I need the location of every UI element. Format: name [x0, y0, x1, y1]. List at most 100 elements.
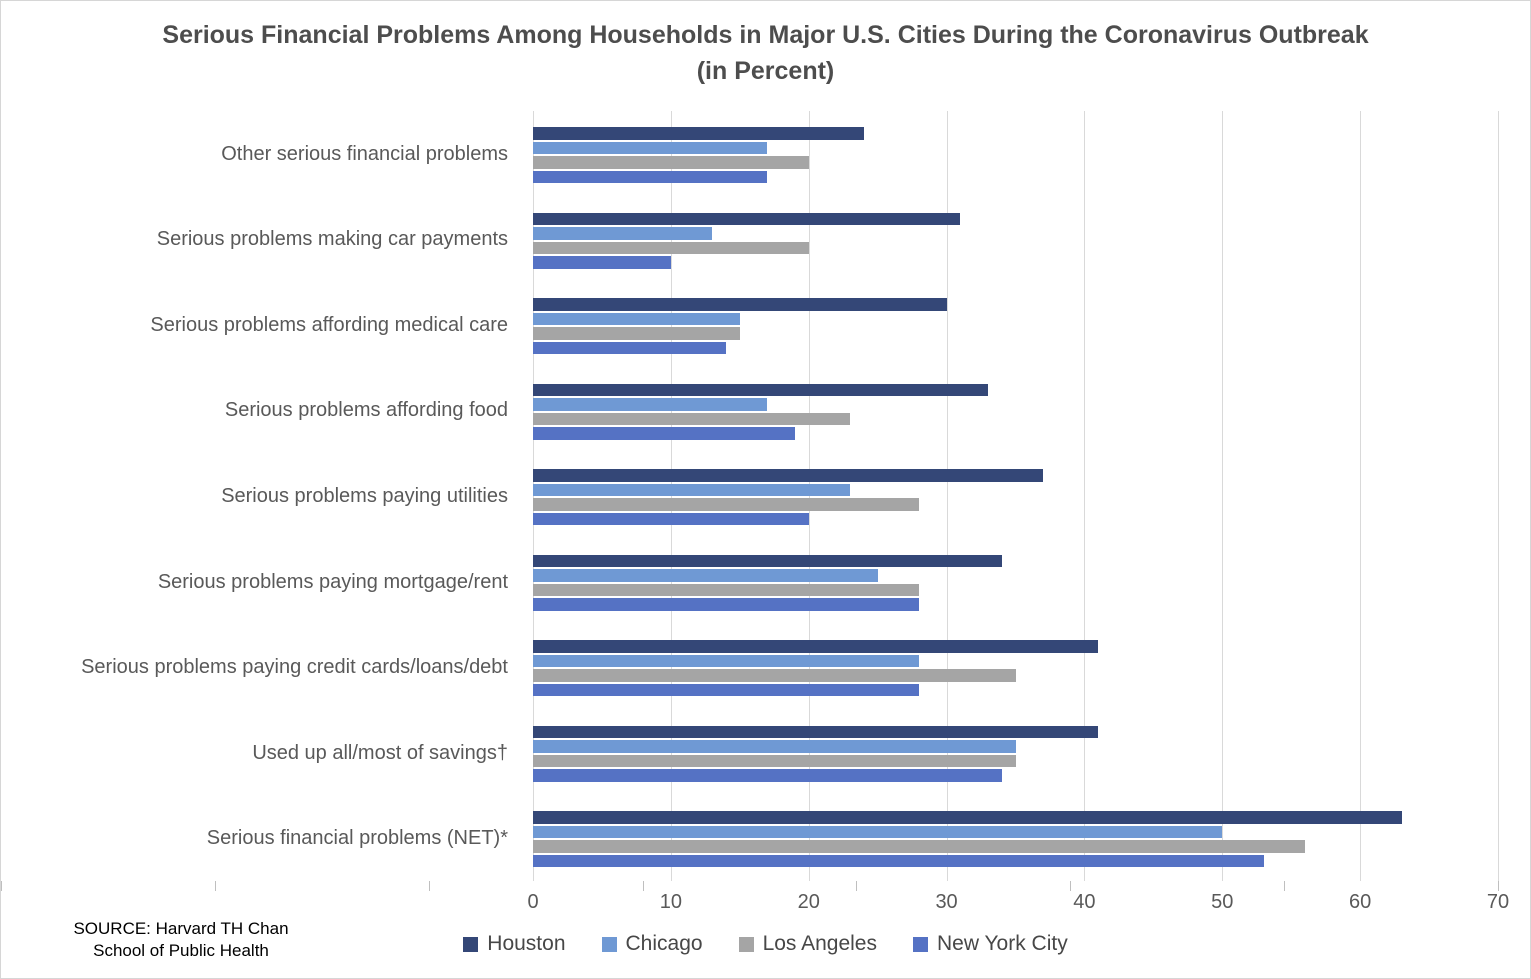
bar-los-angeles	[533, 498, 919, 511]
bar-houston	[533, 212, 961, 226]
legend-item-houston: Houston	[463, 932, 566, 956]
category-label: Serious problems paying credit cards/loa…	[81, 656, 508, 679]
category-label: Serious problems paying mortgage/rent	[157, 570, 508, 593]
category-label: Serious financial problems (NET)*	[206, 827, 508, 850]
tickmark-50	[1070, 881, 1072, 891]
bar-houston	[533, 554, 1002, 568]
gridline-60	[1360, 111, 1362, 881]
x-axis-label-60: 60	[1349, 891, 1372, 913]
category-bars	[533, 453, 1498, 539]
bar-new-york-city	[533, 769, 1002, 782]
gridline-30	[946, 111, 948, 881]
bar-houston	[533, 383, 988, 397]
tickmark-10	[214, 881, 216, 891]
bar-new-york-city	[533, 854, 1264, 868]
gridline-70	[1498, 111, 1499, 881]
bar-new-york-city	[533, 427, 795, 440]
x-axis-label-30: 30	[935, 891, 958, 913]
source-line2: School of Public Health	[93, 941, 269, 960]
category-label: Serious problems affording food	[224, 399, 508, 422]
bar-houston	[533, 811, 1402, 824]
category-row: Serious problems affording medical care	[1, 282, 1498, 368]
bar-los-angeles	[533, 241, 809, 255]
category-label: Other serious financial problems	[221, 142, 508, 165]
bar-new-york-city	[533, 256, 671, 269]
bar-los-angeles	[533, 412, 851, 426]
category-bars	[533, 710, 1498, 796]
legend-swatch-icon	[738, 936, 754, 952]
bar-houston	[533, 469, 1044, 482]
bar-los-angeles	[533, 840, 1305, 853]
legend-item-chicago: Chicago	[601, 932, 703, 956]
tickmark-60	[1284, 881, 1286, 891]
category-bars	[533, 111, 1498, 197]
bar-new-york-city	[533, 683, 919, 697]
category-bars	[533, 795, 1498, 881]
chart-title-line2: (in Percent)	[696, 57, 835, 85]
category-label: Used up all/most of savings†	[252, 741, 508, 764]
category-row: Used up all/most of savings†	[1, 710, 1498, 796]
bar-los-angeles	[533, 669, 1016, 682]
bar-chicago	[533, 398, 768, 411]
bar-houston	[533, 640, 1099, 653]
category-row: Serious problems affording food	[1, 368, 1498, 454]
x-axis-label-20: 20	[797, 891, 820, 913]
category-label: Serious problems paying utilities	[221, 484, 508, 507]
chart-title: Serious Financial Problems Among Househo…	[1, 17, 1530, 89]
bar-los-angeles	[533, 754, 1016, 768]
x-axis-label-0: 0	[527, 891, 539, 913]
tickmark-40	[856, 881, 858, 891]
category-row: Other serious financial problems	[1, 111, 1498, 197]
category-row: Serious problems making car payments	[1, 197, 1498, 283]
chart-title-line1: Serious Financial Problems Among Househo…	[162, 21, 1369, 49]
source-note: SOURCE: Harvard TH Chan School of Public…	[31, 918, 331, 962]
bar-houston	[533, 127, 864, 140]
bar-houston	[533, 725, 1099, 739]
category-row: Serious problems paying utilities	[1, 453, 1498, 539]
bar-chicago	[533, 654, 919, 668]
category-bars	[533, 539, 1498, 625]
legend-label: Chicago	[625, 932, 703, 955]
gridline-50	[1222, 111, 1224, 881]
bar-los-angeles	[533, 327, 740, 340]
category-bars	[533, 368, 1498, 454]
category-bars	[533, 624, 1498, 710]
legend-swatch-icon	[601, 936, 617, 952]
bar-new-york-city	[533, 341, 726, 355]
bar-new-york-city	[533, 512, 809, 526]
bar-chicago	[533, 483, 851, 497]
legend-swatch-icon	[913, 936, 928, 952]
x-axis: 0 10 20 30 40 50 60 70	[527, 891, 1509, 915]
x-axis-label-40: 40	[1073, 891, 1096, 913]
plot-area: Other serious financial problems Serious …	[1, 111, 1499, 891]
legend-item-new-york-city: New York City	[913, 932, 1068, 956]
tickmark-20	[428, 881, 430, 891]
legend-swatch-icon	[463, 936, 479, 952]
legend-label: Houston	[487, 932, 566, 955]
bar-chicago	[533, 141, 768, 154]
category-row: Serious problems paying credit cards/loa…	[1, 624, 1498, 710]
tickmark-30	[642, 881, 644, 891]
legend-label: New York City	[937, 932, 1068, 955]
x-axis-label-50: 50	[1211, 891, 1234, 913]
bar-houston	[533, 298, 947, 311]
bar-chicago	[533, 312, 740, 326]
legend-label: Los Angeles	[762, 932, 877, 955]
bar-chicago	[533, 569, 878, 582]
bar-new-york-city	[533, 170, 768, 183]
category-row: Serious financial problems (NET)*	[1, 795, 1498, 881]
category-row: Serious problems paying mortgage/rent	[1, 539, 1498, 625]
category-bars	[533, 197, 1498, 283]
category-bars	[533, 282, 1498, 368]
legend-item-los-angeles: Los Angeles	[738, 932, 877, 956]
tickmark-0	[1, 881, 2, 891]
bar-los-angeles	[533, 583, 919, 597]
tickmark-70	[1498, 881, 1499, 891]
gridline-40	[1084, 111, 1086, 881]
source-line1: SOURCE: Harvard TH Chan	[73, 919, 289, 938]
legend: Houston Chicago Los Angeles New York City	[1, 932, 1530, 956]
category-label: Serious problems making car payments	[156, 228, 508, 251]
bar-chicago	[533, 825, 1223, 839]
x-axis-label-70: 70	[1486, 891, 1510, 913]
